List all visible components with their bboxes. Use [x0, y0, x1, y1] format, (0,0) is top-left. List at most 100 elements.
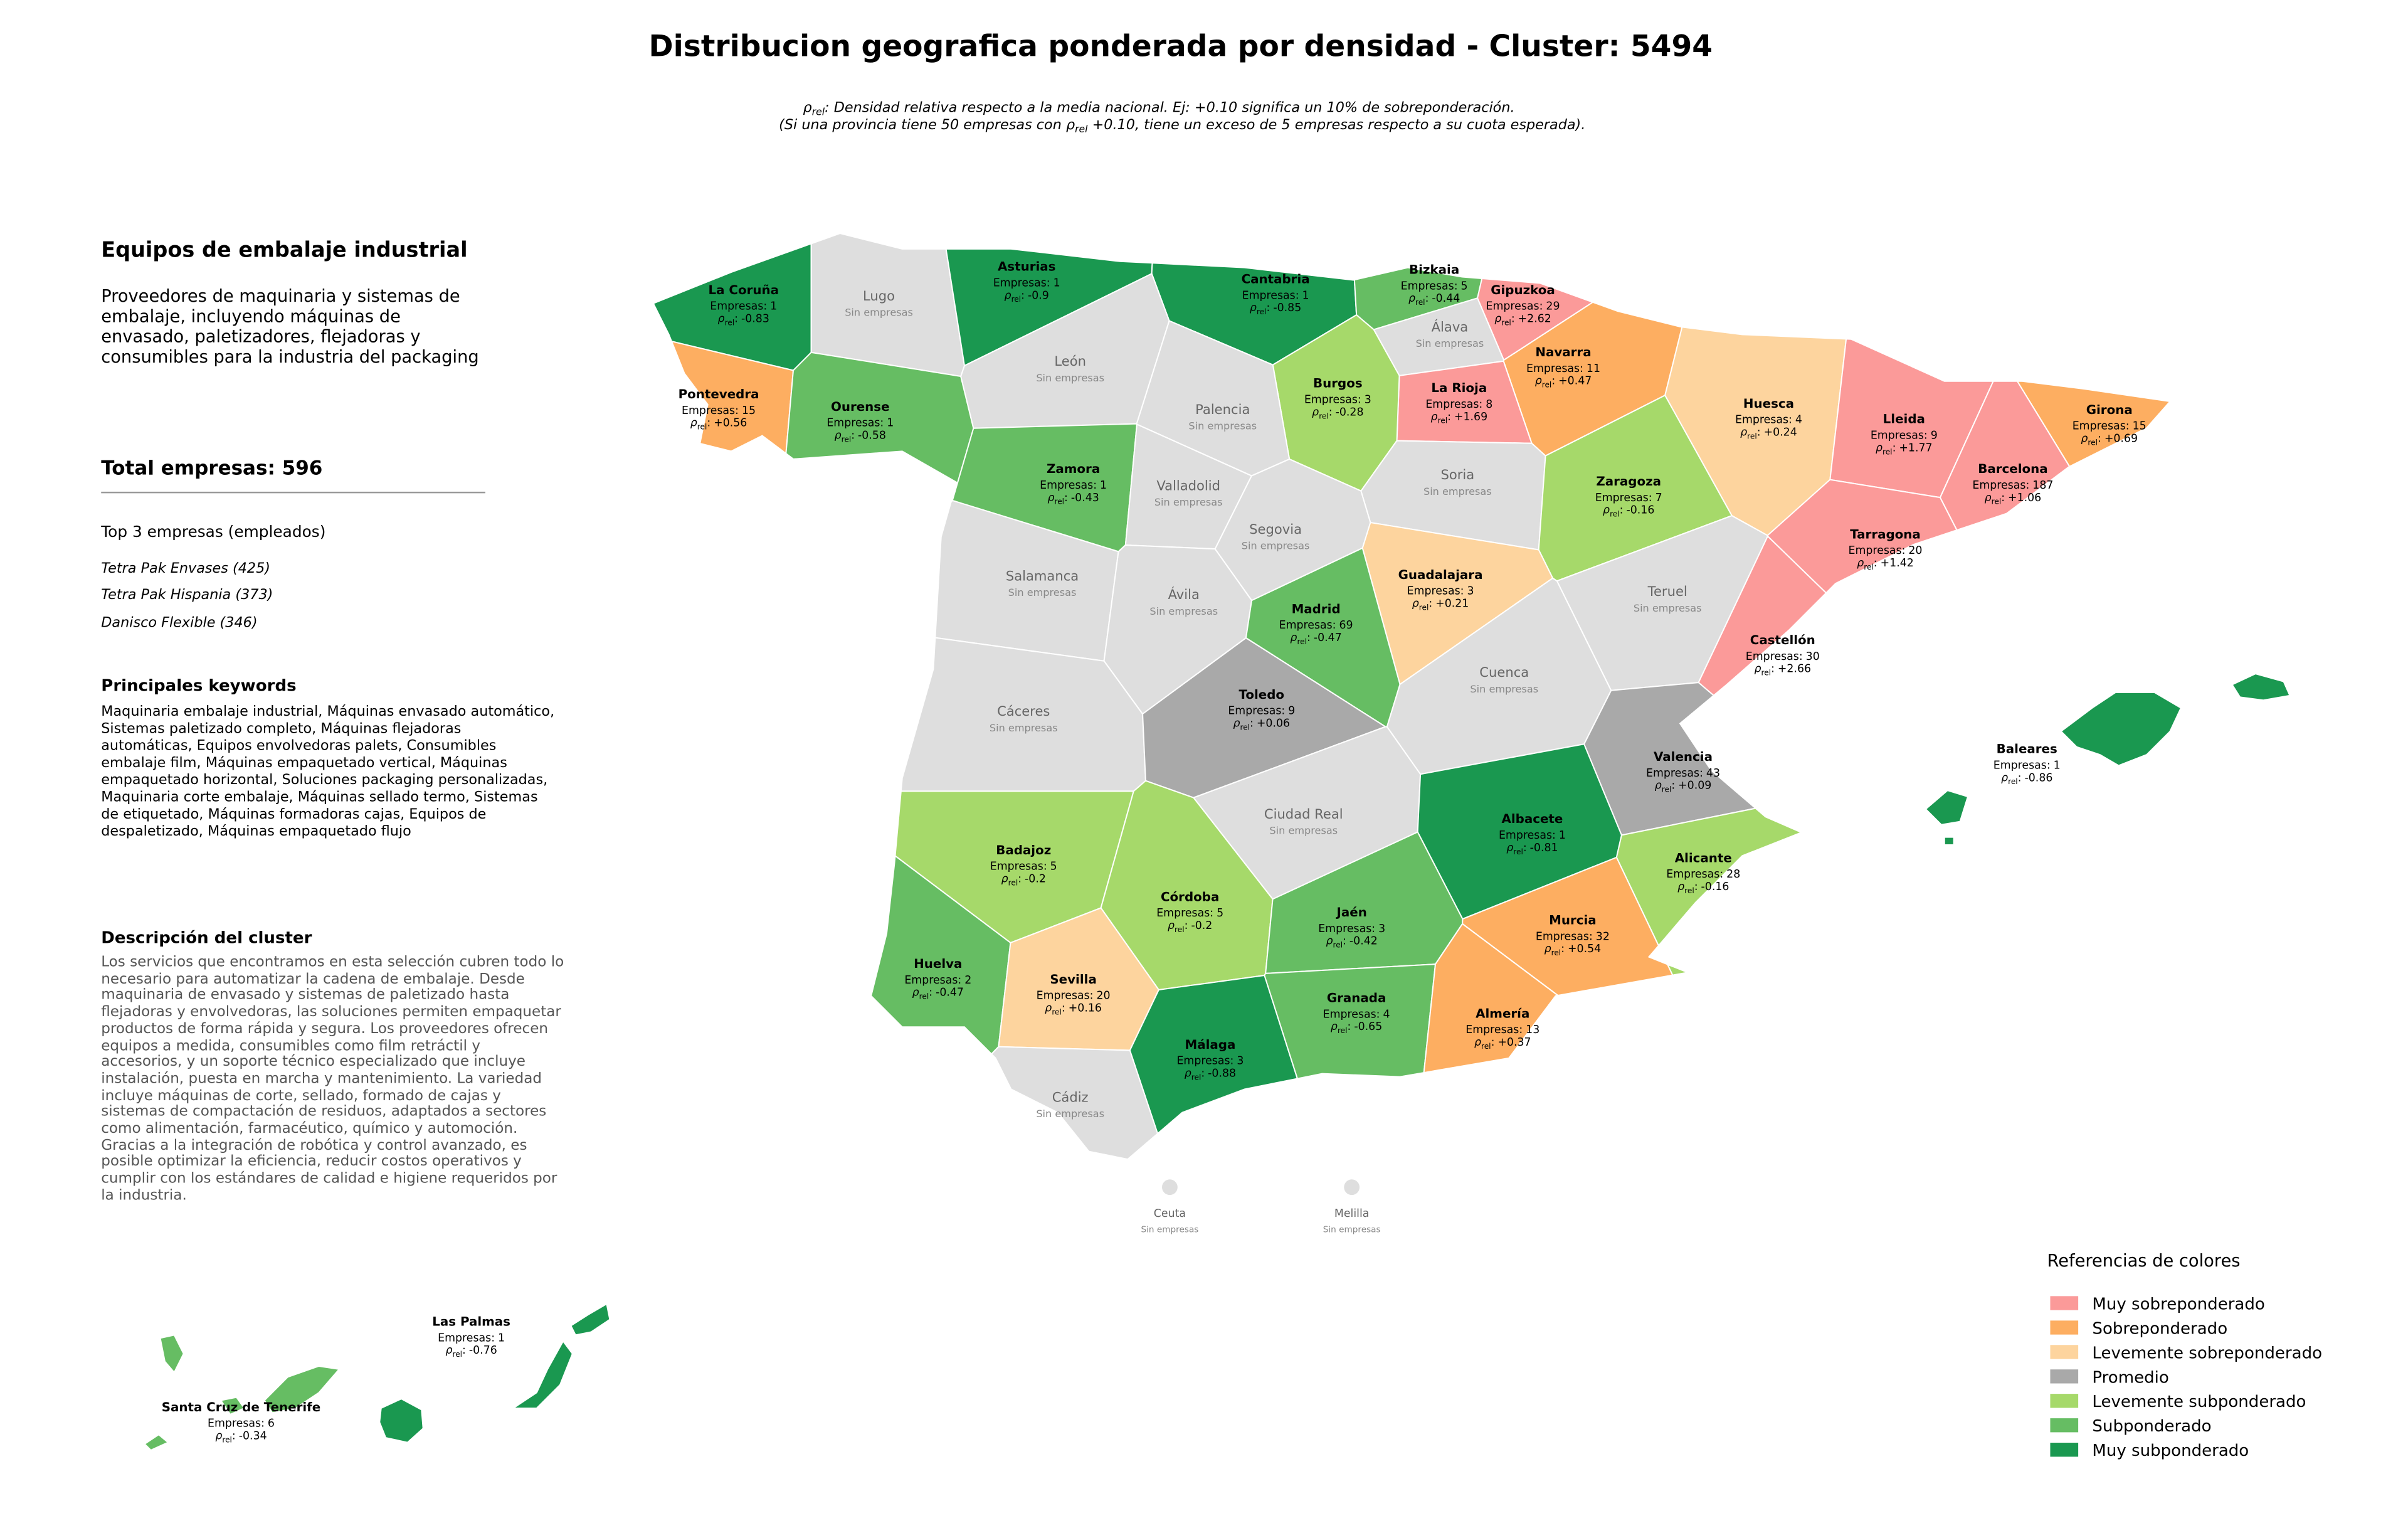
rho-value: -0.44 [1432, 292, 1460, 305]
no-data-label: Sin empresas [1036, 1108, 1104, 1120]
province-name: Guadalajara [1398, 568, 1483, 582]
no-data-label: Sin empresas [1634, 602, 1702, 614]
rho-value: +1.42 [1881, 557, 1914, 570]
count-value: 15 [2133, 420, 2147, 433]
province-rho: ρrel: -0.44 [1408, 292, 1460, 307]
count-label: Empresas: [1499, 829, 1556, 842]
note-text: : Densidad relativa respecto a la media … [825, 100, 1514, 116]
rho-sep: : [1267, 302, 1270, 314]
province-name: La Coruña [708, 283, 778, 297]
province-rho: ρrel: -0.88 [1185, 1068, 1236, 1082]
rho-value: +0.24 [1764, 427, 1797, 439]
province-name: Málaga [1185, 1037, 1235, 1052]
rho-value: +1.77 [1899, 442, 1932, 454]
count-value: 43 [1706, 767, 1720, 780]
rho-value: -0.58 [858, 430, 886, 442]
count-label: Empresas: [1972, 479, 2029, 492]
rho-sub: rel [1008, 878, 1018, 887]
count-value: 1 [1302, 289, 1309, 302]
count-label: Empresas: [1040, 479, 1097, 492]
province-count: Empresas: 7 [1595, 492, 1662, 504]
rho-symbol: ρ [1740, 427, 1747, 439]
rho-sub: rel [1338, 1026, 1348, 1035]
rho-value: -0.88 [1208, 1068, 1236, 1080]
province-name: Álava [1432, 319, 1469, 334]
rho-value: -0.83 [741, 312, 769, 325]
rho-symbol: ρ [1985, 492, 1992, 504]
province-rho: ρrel: -0.86 [2001, 772, 2052, 786]
count-value: 9 [1931, 430, 1938, 442]
province-count: Empresas: 69 [1279, 619, 1353, 632]
rho-symbol: ρ [2001, 772, 2008, 784]
count-label: Empresas: [1279, 619, 1336, 632]
rho-symbol: ρ [1045, 1002, 1052, 1014]
count-label: Empresas: [1228, 705, 1285, 718]
province-rho: ρrel: -0.47 [1290, 632, 1341, 646]
no-data-label: Sin empresas [990, 722, 1058, 734]
rho-sep: : [707, 417, 710, 430]
count-label: Empresas: [1486, 300, 1543, 313]
province-rho: ρrel: +0.21 [1412, 597, 1469, 612]
count-value: 3 [1237, 1055, 1244, 1068]
rho-symbol: ρ [1474, 1036, 1481, 1049]
rho-value: -0.86 [2025, 772, 2053, 784]
province-count: Empresas: 43 [1646, 767, 1720, 780]
count-value: 1 [2054, 759, 2061, 772]
province-name: Cuenca [1479, 664, 1529, 680]
count-value: 5 [1217, 907, 1223, 920]
rho-symbol: ρ [1168, 920, 1175, 932]
keywords-title: Principales keywords [101, 677, 297, 696]
count-value: 6 [268, 1418, 275, 1430]
province-name: Baleares [1997, 742, 2057, 756]
rho-sep: : [1250, 717, 1254, 730]
rho-sub: rel [1747, 432, 1757, 441]
rho-value: +2.62 [1518, 312, 1551, 325]
count-value: 28 [1726, 868, 1740, 881]
description: Los servicios que encontramos en esta se… [101, 953, 564, 1204]
count-label: Empresas: [1037, 990, 1094, 1002]
rho-value: -0.2 [1025, 873, 1046, 886]
rho-value: +0.37 [1497, 1036, 1531, 1049]
no-data-label: Sin empresas [1149, 605, 1218, 617]
rho-sep: : [1348, 1021, 1351, 1033]
count-label: Empresas: [710, 300, 767, 313]
total: Total empresas: 596 [101, 455, 323, 480]
no-data-label: Sin empresas [1269, 825, 1338, 837]
province-count: Empresas: 9 [1871, 430, 1938, 442]
province-count: Empresas: 20 [1849, 544, 1923, 557]
count-label: Empresas: [1666, 868, 1723, 881]
rho-sub: rel [1992, 497, 2002, 506]
province-name: Soria [1440, 467, 1474, 482]
province-count: Empresas: 13 [1465, 1024, 1539, 1036]
rho-symbol: ρ [1001, 873, 1008, 886]
rho-sep: : [851, 430, 855, 442]
province-name: Asturias [998, 260, 1056, 274]
note-text: (Si una provincia tiene 50 empresas con [779, 117, 1066, 133]
rho-value: -0.9 [1028, 289, 1049, 302]
rho-sep: : [1561, 943, 1565, 955]
province-name: Valladolid [1156, 477, 1220, 493]
province-name: Teruel [1647, 583, 1687, 599]
rho-value: +0.56 [714, 417, 747, 430]
province-count: Empresas: 1 [710, 300, 777, 313]
province-count: Empresas: 187 [1972, 479, 2053, 492]
no-data-label: Sin empresas [1008, 586, 1077, 598]
province-rho: ρrel: +2.62 [1494, 312, 1551, 327]
count-value: 1 [498, 1332, 505, 1344]
province-rho: ρrel: -0.83 [718, 312, 769, 327]
rho-sub: rel [1240, 723, 1250, 731]
rho-symbol: ρ [1185, 1068, 1191, 1080]
rho-sep: : [1620, 504, 1624, 517]
count-label: Empresas: [990, 861, 1047, 873]
rho-value: +0.21 [1435, 597, 1469, 610]
rho-symbol: ρ [1005, 289, 1011, 302]
province [1344, 1179, 1360, 1196]
province-rho: ρrel: -0.9 [1005, 289, 1049, 304]
province-name: Pontevedra [679, 387, 759, 401]
province [511, 1340, 573, 1409]
legend-swatch [2050, 1443, 2079, 1457]
count-value: 3 [1378, 923, 1385, 935]
province-count: Empresas: 3 [1318, 923, 1385, 935]
